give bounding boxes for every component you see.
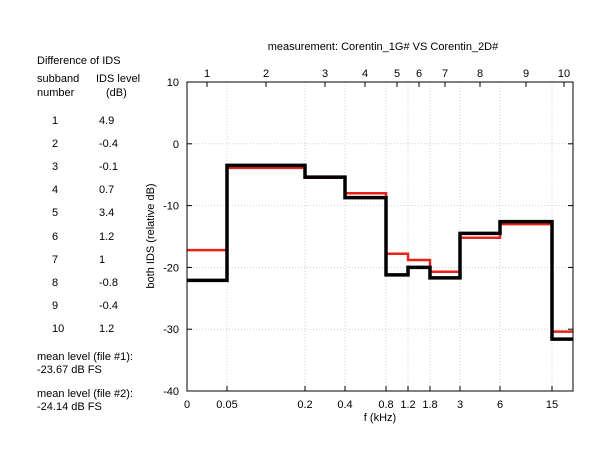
subband-number: 10	[52, 322, 65, 335]
ids-level-value: -0.4	[99, 299, 118, 312]
ids-level-value: 0.7	[99, 184, 115, 197]
series-group	[187, 163, 573, 341]
chart-title: measurement: Corentin_1G# VS Corentin_2D…	[268, 41, 499, 53]
ids-level-header: IDS level	[96, 73, 141, 85]
x-tick-label: 15	[546, 399, 558, 411]
x-tick-label: 0.2	[297, 399, 312, 411]
mean-level-2-value: -24.14 dB FS	[37, 401, 102, 413]
x-tick-label: 1.2	[400, 399, 415, 411]
x-tick-label: 1.8	[422, 399, 437, 411]
x-tick-label: 0.8	[378, 399, 393, 411]
y-tick-label: -30	[163, 324, 179, 336]
y-tick-label: 0	[173, 139, 179, 151]
top-tick-label: 6	[416, 68, 422, 80]
subband-number: 4	[52, 184, 59, 197]
mean-level-2-label: mean level (file #2):	[37, 388, 133, 400]
top-tick-label: 5	[394, 68, 400, 80]
subband-number: 3	[52, 161, 59, 174]
number-header: number	[37, 87, 75, 99]
top-tick-label: 2	[263, 68, 269, 80]
x-tick-label: 0.05	[216, 399, 237, 411]
subband-number: 8	[52, 276, 59, 289]
y-tick-label: 10	[167, 77, 179, 89]
subband-number: 1	[52, 115, 59, 127]
y-tick-label: -20	[163, 262, 179, 274]
y-axis-label: both IDS (relative dB)	[145, 183, 157, 288]
top-tick-label: 7	[442, 68, 448, 80]
x-tick-label: 6	[497, 399, 503, 411]
x-tick-label: 0.4	[337, 399, 352, 411]
subband-number: 5	[52, 207, 59, 220]
subband-number: 9	[52, 299, 59, 312]
top-tick-label: 9	[523, 68, 529, 80]
top-tick-label: 4	[362, 68, 368, 80]
ids-level-value: -0.1	[99, 161, 118, 174]
y-tick-label: -10	[163, 201, 179, 213]
ids-level-value: -0.4	[99, 138, 118, 151]
ids-level-value: 1.2	[99, 322, 115, 335]
ids-level-value: -0.8	[99, 276, 118, 289]
panel-title: Difference of IDS	[37, 55, 121, 67]
series-line-1	[187, 166, 573, 333]
subband-number: 2	[52, 138, 59, 151]
x-axis-ticks: 0 0.05 0.2 0.4 0.8 1.2 1.8 3 6 15	[184, 386, 558, 411]
x-tick-label: 3	[457, 399, 463, 411]
subband-header: subband	[37, 73, 80, 85]
x-tick-label: 0	[184, 399, 190, 411]
top-tick-label: 8	[477, 68, 483, 80]
mean-level-1-value: -23.67 dB FS	[37, 364, 102, 376]
ids-level-value: 4.9	[99, 115, 115, 127]
db-unit-header: (dB)	[106, 87, 127, 99]
top-tick-label: 1	[204, 68, 210, 80]
x-axis-label: f (kHz)	[364, 412, 396, 424]
y-axis-ticks: 10 0 -10 -20 -30 -40	[163, 77, 573, 398]
top-axis-ticks: 1 2 3 4 5 6 7 8 9 10	[204, 68, 570, 87]
ids-level-value: 1.2	[99, 230, 115, 243]
subband-number: 6	[52, 230, 59, 243]
ids-level-value: 1	[99, 253, 106, 266]
grid	[187, 82, 573, 391]
series-line-2	[187, 163, 573, 341]
y-tick-label: -40	[163, 386, 179, 398]
top-tick-label: 3	[322, 68, 328, 80]
ids-level-value: 3.4	[99, 207, 115, 220]
subband-number: 7	[52, 253, 59, 266]
plot-frame	[186, 81, 574, 392]
mean-level-1-label: mean level (file #1):	[37, 351, 133, 363]
top-tick-label: 10	[558, 68, 570, 80]
